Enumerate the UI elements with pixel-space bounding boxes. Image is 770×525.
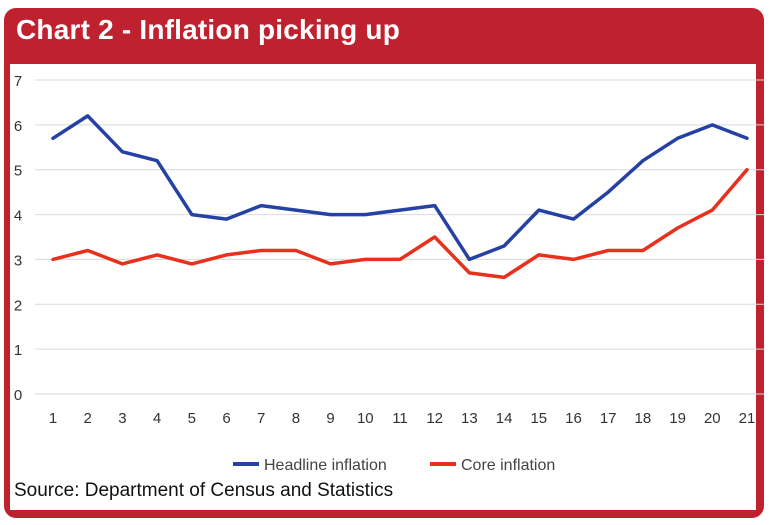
- chart-title: Chart 2 - Inflation picking up: [16, 14, 400, 45]
- x-tick-label: 15: [530, 410, 547, 427]
- x-tick-label: 10: [357, 410, 374, 427]
- x-tick-label: 7: [257, 410, 265, 427]
- y-tick-label: 3: [14, 252, 22, 269]
- x-tick-label: 17: [600, 410, 617, 427]
- x-tick-label: 2: [84, 410, 92, 427]
- x-tick-label: 19: [669, 410, 686, 427]
- x-tick-label: 13: [461, 410, 478, 427]
- x-tick-label: 5: [188, 410, 196, 427]
- x-tick-label: 20: [704, 410, 721, 427]
- series-line-core: [51, 167, 749, 280]
- x-tick-label: 3: [118, 410, 126, 427]
- y-tick-label: 7: [14, 73, 22, 90]
- x-tick-label: 21: [739, 410, 756, 427]
- x-tick-label: 18: [635, 410, 652, 427]
- x-tick-label: 16: [565, 410, 582, 427]
- y-tick-label: 0: [14, 387, 22, 404]
- series-line-headline: [51, 114, 749, 262]
- x-tick-label: 9: [326, 410, 334, 427]
- y-tick-label: 1: [14, 342, 22, 359]
- y-tick-label: 5: [14, 163, 22, 180]
- y-tick-label: 6: [14, 118, 22, 135]
- x-tick-label: 1: [49, 410, 57, 427]
- source-note: Source: Department of Census and Statist…: [14, 480, 394, 501]
- y-tick-label: 4: [14, 208, 22, 225]
- x-tick-label: 8: [292, 410, 300, 427]
- x-tick-label: 14: [496, 410, 513, 427]
- chart-panel: [10, 64, 756, 510]
- x-tick-label: 6: [222, 410, 230, 427]
- y-tick-label: 2: [14, 297, 22, 314]
- x-tick-label: 4: [153, 410, 161, 427]
- x-tick-label: 12: [426, 410, 443, 427]
- legend-label-core: Core inflation: [461, 457, 555, 474]
- x-tick-label: 11: [392, 410, 408, 427]
- legend-label-headline: Headline inflation: [264, 457, 387, 474]
